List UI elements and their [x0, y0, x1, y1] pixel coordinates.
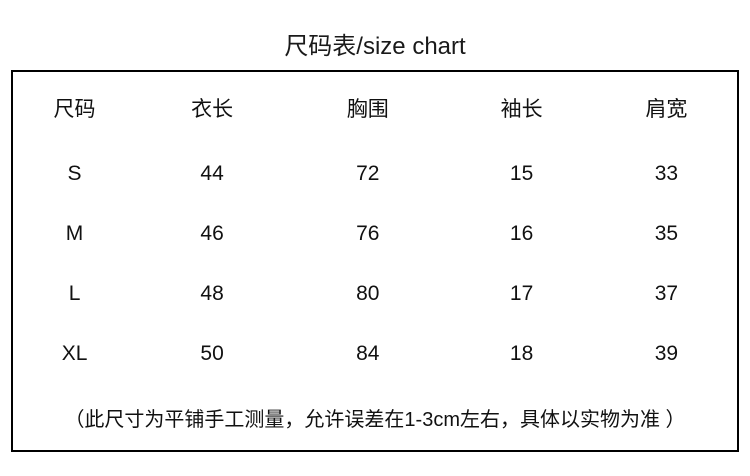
- table-row: M 46 76 16 35: [13, 204, 737, 264]
- value-cell: 35: [654, 222, 679, 245]
- value-cell: 37: [654, 282, 679, 305]
- value-cell: 15: [509, 162, 534, 185]
- table-row: S 44 72 15 33: [13, 144, 737, 204]
- value-cell: 48: [200, 282, 224, 305]
- value-cell: 16: [509, 222, 534, 245]
- table-row: L 48 80 17 37: [13, 264, 737, 324]
- size-cell: L: [68, 282, 81, 305]
- column-header-size: 尺码: [53, 98, 96, 121]
- column-header-sleeve: 袖长: [500, 98, 543, 121]
- size-table: 尺码 衣长 胸围 袖长 肩宽 S 44 72 15 33 M 46: [13, 72, 737, 384]
- size-cell: S: [67, 162, 82, 185]
- size-table-container: 尺码 衣长 胸围 袖长 肩宽 S 44 72 15 33 M 46: [11, 70, 739, 452]
- value-cell: 18: [509, 342, 534, 365]
- value-cell: 46: [200, 222, 224, 245]
- size-cell: XL: [61, 342, 88, 365]
- value-cell: 33: [654, 162, 679, 185]
- value-cell: 44: [200, 162, 224, 185]
- measurement-note: （此尺寸为平铺手工测量，允许误差在1-3cm左右，具体以实物为准 ）: [64, 408, 686, 431]
- value-cell: 17: [509, 282, 534, 305]
- value-cell: 84: [356, 342, 380, 365]
- table-header-row: 尺码 衣长 胸围 袖长 肩宽: [13, 72, 737, 144]
- value-cell: 39: [654, 342, 679, 365]
- column-header-length: 衣长: [191, 98, 234, 121]
- value-cell: 76: [356, 222, 380, 245]
- column-header-chest: 胸围: [346, 98, 389, 121]
- size-cell: M: [65, 222, 84, 245]
- page-title: 尺码表/size chart: [284, 33, 466, 60]
- table-row: XL 50 84 18 39: [13, 324, 737, 384]
- value-cell: 50: [200, 342, 224, 365]
- column-header-shoulder: 肩宽: [645, 98, 688, 121]
- value-cell: 80: [356, 282, 380, 305]
- value-cell: 72: [356, 162, 380, 185]
